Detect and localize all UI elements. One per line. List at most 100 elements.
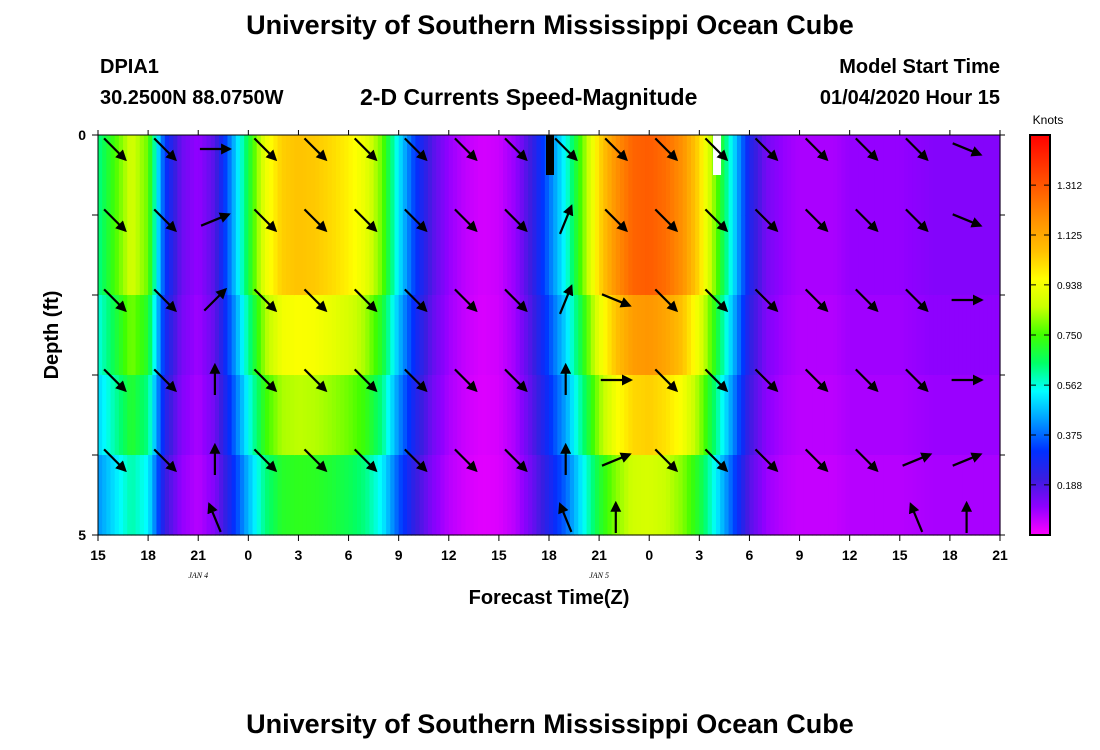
current-vector [153, 288, 177, 313]
heat-cell [336, 375, 341, 456]
current-vector [303, 137, 328, 162]
heat-cell [987, 295, 993, 376]
heat-cell [899, 455, 905, 536]
heat-cell [574, 215, 579, 296]
heat-cell [369, 455, 375, 536]
heat-cell [315, 295, 320, 376]
heat-cell [636, 375, 642, 456]
heat-cell [411, 135, 416, 216]
heat-cell [782, 215, 788, 296]
heat-cell [202, 455, 208, 536]
heat-cell [143, 375, 149, 456]
heat-cell [315, 375, 320, 456]
heat-cell [778, 455, 784, 536]
heat-cell [945, 455, 951, 536]
current-vector [353, 137, 378, 162]
heat-cell [177, 455, 183, 536]
heat-cell [878, 455, 884, 536]
heat-cell [373, 295, 379, 376]
heat-cell [340, 455, 345, 536]
heat-cell [490, 215, 496, 296]
heat-cell [152, 455, 158, 536]
heat-cell [344, 135, 350, 216]
heat-cell [670, 455, 675, 536]
heat-cell [277, 135, 283, 216]
heat-cell [156, 455, 162, 536]
heat-cell [619, 455, 625, 536]
heat-cell [373, 375, 379, 456]
heat-cell [365, 455, 371, 536]
heat-cell [244, 135, 249, 216]
heat-cell [611, 215, 617, 296]
heat-cell [206, 135, 212, 216]
heat-cell [265, 455, 270, 536]
heat-cell [419, 135, 425, 216]
station-coords: 30.2500N 88.0750W [100, 87, 284, 109]
heat-cell [832, 215, 838, 296]
heat-cell [916, 215, 922, 296]
x-tick-label: 15 [892, 547, 908, 563]
heat-cell [841, 215, 847, 296]
heat-cell [678, 375, 684, 456]
heat-cell [933, 135, 938, 216]
heat-cell [244, 455, 249, 536]
heat-cell [845, 215, 851, 296]
heat-cell [640, 375, 646, 456]
heat-cell [486, 375, 492, 456]
heat-cell [173, 215, 178, 296]
heat-cell [920, 375, 926, 456]
heat-cell [866, 215, 872, 296]
heat-cell [574, 455, 579, 536]
heat-cell [766, 215, 771, 296]
current-vector [253, 137, 278, 162]
heat-cell [277, 455, 283, 536]
heat-cell [356, 375, 362, 456]
chart-subtitle: 2-D Currents Speed-Magnitude [360, 84, 698, 110]
heat-cell [139, 455, 145, 536]
heat-cell [828, 215, 834, 296]
heat-cell [690, 455, 696, 536]
heat-cell [544, 215, 550, 296]
heat-cell [189, 455, 195, 536]
current-vector [604, 137, 628, 162]
heat-cell [690, 135, 696, 216]
heat-cell [498, 135, 504, 216]
heat-cell [327, 375, 333, 456]
x-axis-label: Forecast Time(Z) [469, 587, 630, 609]
current-vector [504, 288, 528, 313]
heat-cell [452, 215, 458, 296]
heat-cell [436, 295, 442, 376]
heat-cell [331, 135, 337, 216]
heat-cell [749, 295, 755, 376]
heat-cell [160, 215, 166, 296]
heat-cell [131, 455, 137, 536]
heat-cell [352, 215, 358, 296]
heat-cell [665, 295, 671, 376]
heat-cell [285, 215, 291, 296]
heat-cell [143, 215, 149, 296]
heat-cell [340, 375, 345, 456]
x-tick-label: 0 [244, 547, 252, 563]
heat-cell [340, 135, 345, 216]
heat-cell [711, 455, 717, 536]
heat-cell [498, 375, 504, 456]
heat-cell [377, 455, 383, 536]
heat-cell [110, 375, 116, 456]
heat-cell [707, 135, 713, 216]
heat-cell [883, 215, 888, 296]
heat-cell [753, 455, 759, 536]
heat-cell [219, 375, 224, 456]
heat-cell [970, 215, 976, 296]
heat-cell [273, 215, 279, 296]
current-vector [952, 142, 983, 157]
heat-cell [674, 455, 680, 536]
heat-cell [929, 375, 934, 456]
heat-cell [594, 135, 600, 216]
heat-cell [724, 455, 730, 536]
heat-cell [256, 455, 262, 536]
heat-cell [256, 295, 262, 376]
heat-cell [185, 135, 191, 216]
heat-cell [306, 215, 312, 296]
heat-cell [795, 215, 801, 296]
current-vector [704, 137, 729, 162]
